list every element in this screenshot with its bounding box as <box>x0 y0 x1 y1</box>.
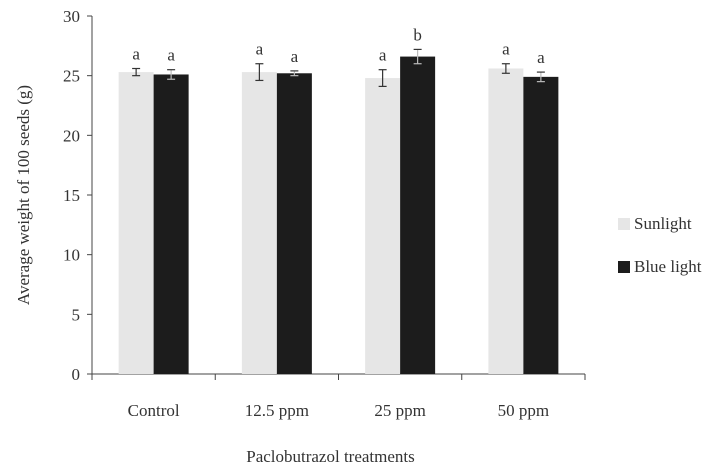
y-tick-label: 15 <box>63 186 80 205</box>
bar-sunlight <box>241 72 277 374</box>
legend: Sunlight Blue light <box>618 214 702 276</box>
bar-blue-light <box>276 73 312 374</box>
y-tick-label: 20 <box>63 126 80 145</box>
y-tick-label: 30 <box>63 7 80 26</box>
y-tick-label: 5 <box>72 305 81 324</box>
significance-label: a <box>379 46 387 65</box>
legend-swatch <box>618 218 630 230</box>
x-tick-label: 25 ppm <box>374 401 425 420</box>
significance-label: a <box>256 40 264 59</box>
x-tick-label: 12.5 ppm <box>245 401 309 420</box>
y-tick-label: 25 <box>63 67 80 86</box>
significance-label: a <box>537 48 545 67</box>
y-tick-label: 10 <box>63 246 80 265</box>
legend-label: Blue light <box>634 257 702 276</box>
bar-blue-light <box>153 74 189 375</box>
bars: a a a a a b a a <box>118 25 559 375</box>
significance-label: b <box>413 25 422 44</box>
bar-sunlight <box>488 68 524 375</box>
significance-label: a <box>167 46 175 65</box>
y-axis: 0 5 10 15 20 25 30 <box>63 7 93 384</box>
x-axis-title: Paclobutrazol treatments <box>246 447 415 466</box>
bar-sunlight <box>118 72 154 374</box>
x-tick-label: 50 ppm <box>498 401 549 420</box>
significance-label: a <box>291 47 299 66</box>
bar-sunlight <box>365 78 401 374</box>
bar-blue-light <box>523 76 559 375</box>
significance-label: a <box>502 40 510 59</box>
bar-blue-light <box>400 56 436 374</box>
y-tick-label: 0 <box>72 365 81 384</box>
y-axis-title: Average weight of 100 seeds (g) <box>14 85 33 305</box>
significance-label: a <box>132 45 140 64</box>
legend-label: Sunlight <box>634 214 692 233</box>
x-axis: Control 12.5 ppm 25 ppm 50 ppm <box>91 373 586 420</box>
x-tick-label: Control <box>128 401 180 420</box>
legend-swatch <box>618 261 630 273</box>
